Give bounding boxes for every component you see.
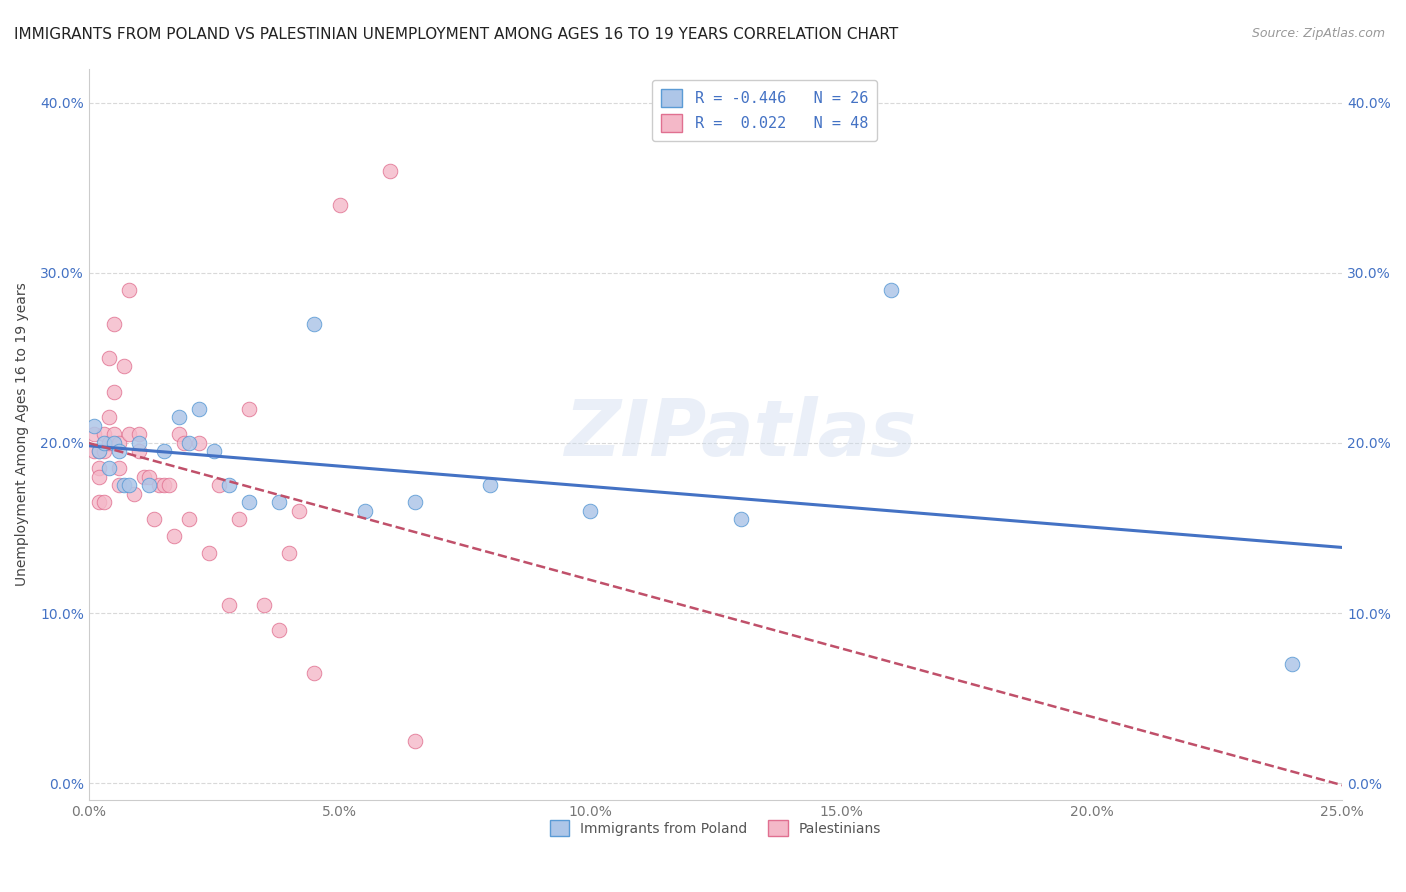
Point xyxy=(128,427,150,442)
Point xyxy=(97,351,120,365)
Point xyxy=(153,478,176,492)
Point xyxy=(97,410,120,425)
Point xyxy=(118,427,141,442)
Point xyxy=(880,283,903,297)
Text: ZIPatlas: ZIPatlas xyxy=(564,396,917,473)
Point xyxy=(132,470,155,484)
Point xyxy=(202,444,225,458)
Point xyxy=(179,435,201,450)
Point xyxy=(153,444,176,458)
Point xyxy=(269,495,291,509)
Point xyxy=(87,444,110,458)
Text: Source: ZipAtlas.com: Source: ZipAtlas.com xyxy=(1251,27,1385,40)
Point xyxy=(93,444,115,458)
Point xyxy=(167,427,190,442)
Point xyxy=(188,435,211,450)
Point xyxy=(179,512,201,526)
Point xyxy=(103,435,125,450)
Point xyxy=(112,478,135,492)
Point xyxy=(143,512,166,526)
Point xyxy=(404,495,426,509)
Point xyxy=(218,598,240,612)
Point xyxy=(108,461,131,475)
Y-axis label: Unemployment Among Ages 16 to 19 years: Unemployment Among Ages 16 to 19 years xyxy=(15,283,30,586)
Point xyxy=(87,495,110,509)
Point xyxy=(173,435,195,450)
Point xyxy=(83,418,105,433)
Point xyxy=(97,435,120,450)
Point xyxy=(118,283,141,297)
Point xyxy=(103,317,125,331)
Point xyxy=(167,410,190,425)
Point xyxy=(108,435,131,450)
Point xyxy=(730,512,752,526)
Point xyxy=(163,529,186,543)
Point xyxy=(228,512,250,526)
Point xyxy=(328,197,350,211)
Point xyxy=(93,427,115,442)
Point xyxy=(108,444,131,458)
Point xyxy=(87,470,110,484)
Point xyxy=(269,623,291,637)
Point xyxy=(122,487,145,501)
Point xyxy=(478,478,501,492)
Point xyxy=(128,435,150,450)
Point xyxy=(87,444,110,458)
Point xyxy=(198,546,221,560)
Point xyxy=(378,163,401,178)
Point xyxy=(138,478,160,492)
Point xyxy=(87,461,110,475)
Point xyxy=(97,461,120,475)
Point xyxy=(579,504,602,518)
Point xyxy=(157,478,180,492)
Point xyxy=(103,427,125,442)
Point xyxy=(238,401,260,416)
Point xyxy=(103,384,125,399)
Point xyxy=(108,478,131,492)
Point xyxy=(278,546,301,560)
Point xyxy=(93,495,115,509)
Point xyxy=(253,598,276,612)
Point xyxy=(112,359,135,374)
Point xyxy=(93,435,115,450)
Point xyxy=(138,470,160,484)
Point xyxy=(188,401,211,416)
Point xyxy=(208,478,231,492)
Point xyxy=(404,733,426,747)
Point xyxy=(83,444,105,458)
Point xyxy=(288,504,311,518)
Point xyxy=(218,478,240,492)
Point xyxy=(304,317,326,331)
Text: IMMIGRANTS FROM POLAND VS PALESTINIAN UNEMPLOYMENT AMONG AGES 16 TO 19 YEARS COR: IMMIGRANTS FROM POLAND VS PALESTINIAN UN… xyxy=(14,27,898,42)
Point xyxy=(353,504,375,518)
Point xyxy=(1281,657,1303,671)
Legend: Immigrants from Poland, Palestinians: Immigrants from Poland, Palestinians xyxy=(541,812,890,845)
Point xyxy=(304,665,326,680)
Point xyxy=(83,427,105,442)
Point xyxy=(118,478,141,492)
Point xyxy=(128,444,150,458)
Point xyxy=(148,478,170,492)
Point xyxy=(238,495,260,509)
